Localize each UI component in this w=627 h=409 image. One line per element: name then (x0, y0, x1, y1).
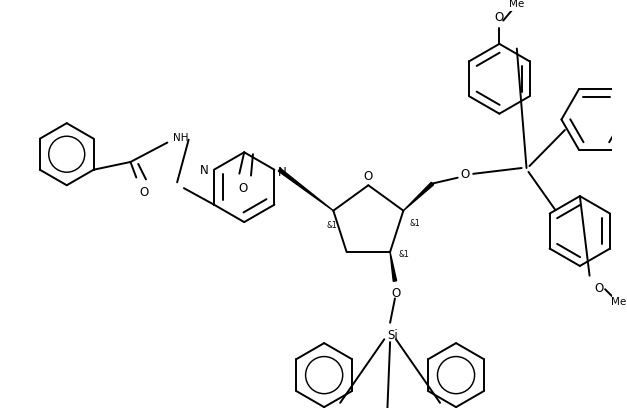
Text: Me: Me (611, 296, 626, 306)
Polygon shape (390, 252, 397, 282)
Text: O: O (461, 168, 470, 181)
Text: O: O (239, 181, 248, 194)
Polygon shape (278, 169, 334, 211)
Text: &1: &1 (409, 218, 420, 227)
Polygon shape (403, 183, 434, 211)
Text: NH: NH (173, 133, 189, 142)
Text: &1: &1 (398, 250, 409, 259)
Text: O: O (495, 11, 504, 24)
Text: &1: &1 (326, 220, 337, 229)
Text: O: O (364, 170, 373, 182)
Text: O: O (594, 281, 604, 294)
Text: N: N (278, 166, 287, 179)
Text: O: O (391, 286, 401, 299)
Text: Me: Me (509, 0, 524, 9)
Text: O: O (139, 185, 149, 198)
Text: Si: Si (387, 328, 398, 341)
Text: N: N (200, 164, 209, 177)
